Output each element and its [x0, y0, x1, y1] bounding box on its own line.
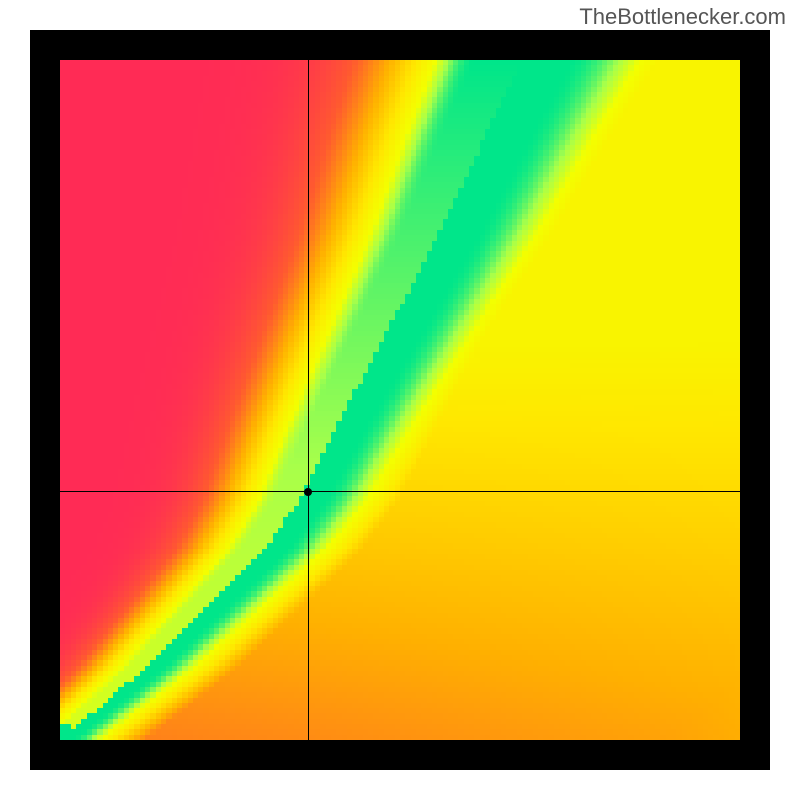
plot-frame [30, 30, 770, 770]
crosshair-horizontal [60, 491, 740, 492]
heatmap-canvas [30, 30, 770, 770]
crosshair-vertical [308, 60, 309, 740]
watermark-text: TheBottlenecker.com [579, 4, 786, 30]
crosshair-point [304, 488, 312, 496]
chart-container: TheBottlenecker.com [0, 0, 800, 800]
